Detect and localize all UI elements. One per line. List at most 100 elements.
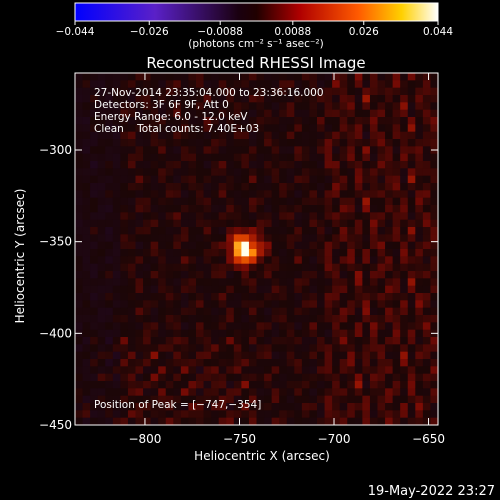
heatmap-cell — [112, 227, 121, 235]
heatmap-cell — [90, 146, 99, 155]
heatmap-cell — [286, 73, 295, 81]
heatmap-cell — [430, 109, 438, 118]
heatmap-cell — [430, 307, 438, 316]
heatmap-cell — [203, 131, 212, 140]
heatmap-cell — [180, 190, 189, 199]
heatmap-cell — [339, 131, 348, 140]
heatmap-cell — [279, 278, 288, 287]
heatmap-cell — [271, 388, 280, 397]
heatmap-cell — [392, 212, 401, 221]
heatmap-cell — [90, 109, 99, 118]
heatmap-cell — [150, 124, 159, 133]
heatmap-cell — [143, 146, 152, 155]
heatmap-cell — [127, 278, 136, 287]
heatmap-cell — [279, 256, 288, 265]
heatmap-cell — [135, 344, 144, 353]
heatmap-cell — [241, 73, 250, 81]
heatmap-cell — [309, 300, 318, 309]
heatmap-cell — [248, 153, 257, 162]
heatmap-cell — [143, 300, 152, 309]
heatmap-cell — [241, 87, 250, 96]
heatmap-cell — [256, 322, 265, 331]
heatmap-cell — [143, 197, 152, 206]
heatmap-cell — [377, 344, 386, 353]
heatmap-cell — [385, 205, 394, 213]
heatmap-cell — [385, 131, 394, 140]
heatmap-cell — [226, 256, 235, 265]
heatmap-cell — [135, 197, 144, 206]
heatmap-cell — [256, 117, 265, 125]
heatmap-cell — [400, 80, 409, 89]
heatmap-cell — [407, 117, 416, 125]
heatmap-cell — [173, 87, 182, 96]
heatmap-cell — [392, 366, 401, 375]
heatmap-cell — [127, 381, 136, 389]
heatmap-cell — [385, 168, 394, 177]
heatmap-cell — [188, 337, 197, 345]
heatmap-cell — [241, 183, 250, 191]
heatmap-cell — [385, 161, 394, 169]
heatmap-cell — [127, 285, 136, 294]
heatmap-cell — [248, 256, 257, 265]
heatmap-cell — [120, 337, 129, 345]
heatmap-cell — [339, 168, 348, 177]
heatmap-cell — [75, 175, 83, 184]
heatmap-cell — [188, 205, 197, 213]
heatmap-cell — [392, 139, 401, 147]
heatmap-cell — [286, 175, 295, 184]
heatmap-cell — [264, 293, 273, 301]
heatmap-cell — [362, 146, 371, 155]
heatmap-cell — [82, 337, 91, 345]
heatmap-cell — [150, 168, 159, 177]
heatmap-cell — [127, 249, 136, 257]
heatmap-cell — [112, 212, 121, 221]
heatmap-cell — [173, 95, 182, 103]
heatmap-cell — [377, 366, 386, 375]
heatmap-cell — [233, 344, 242, 353]
heatmap-cell — [218, 227, 227, 235]
heatmap-cell — [377, 359, 386, 367]
heatmap-cell — [301, 80, 310, 89]
heatmap-cell — [150, 300, 159, 309]
heatmap-cell — [135, 234, 144, 243]
heatmap-cell — [369, 109, 378, 118]
heatmap-cell — [430, 241, 438, 250]
heatmap-cell — [120, 87, 129, 96]
heatmap-cell — [415, 249, 424, 257]
heatmap-cell — [400, 168, 409, 177]
heatmap-cell — [120, 197, 129, 206]
heatmap-cell — [430, 205, 438, 213]
heatmap-cell — [294, 359, 303, 367]
heatmap-cell — [385, 263, 394, 272]
heatmap-cell — [143, 278, 152, 287]
heatmap-cell — [339, 73, 348, 81]
heatmap-cell — [301, 293, 310, 301]
heatmap-cell — [301, 307, 310, 316]
heatmap-cell — [286, 205, 295, 213]
heatmap-cell — [120, 183, 129, 191]
heatmap-cell — [135, 373, 144, 382]
heatmap-cell — [150, 205, 159, 213]
heatmap-cell — [415, 197, 424, 206]
heatmap-cell — [317, 139, 325, 147]
heatmap-cell — [241, 131, 250, 140]
heatmap-cell — [196, 175, 204, 184]
heatmap-cell — [369, 351, 378, 360]
heatmap-cell — [211, 212, 220, 221]
heatmap-cell — [120, 373, 129, 382]
heatmap-cell — [332, 161, 341, 169]
heatmap-cell — [173, 183, 182, 191]
heatmap-cell — [203, 359, 212, 367]
heatmap-cell — [286, 322, 295, 331]
heatmap-cell — [218, 175, 227, 184]
heatmap-cell — [90, 183, 99, 191]
heatmap-cell — [385, 366, 394, 375]
heatmap-cell — [347, 102, 356, 111]
heatmap-cell — [256, 307, 265, 316]
heatmap-cell — [120, 241, 129, 250]
heatmap-cell — [211, 337, 220, 345]
heatmap-cell — [82, 219, 91, 228]
heatmap-cell — [301, 366, 310, 375]
heatmap-cell — [324, 388, 333, 397]
heatmap-cell — [188, 322, 197, 331]
